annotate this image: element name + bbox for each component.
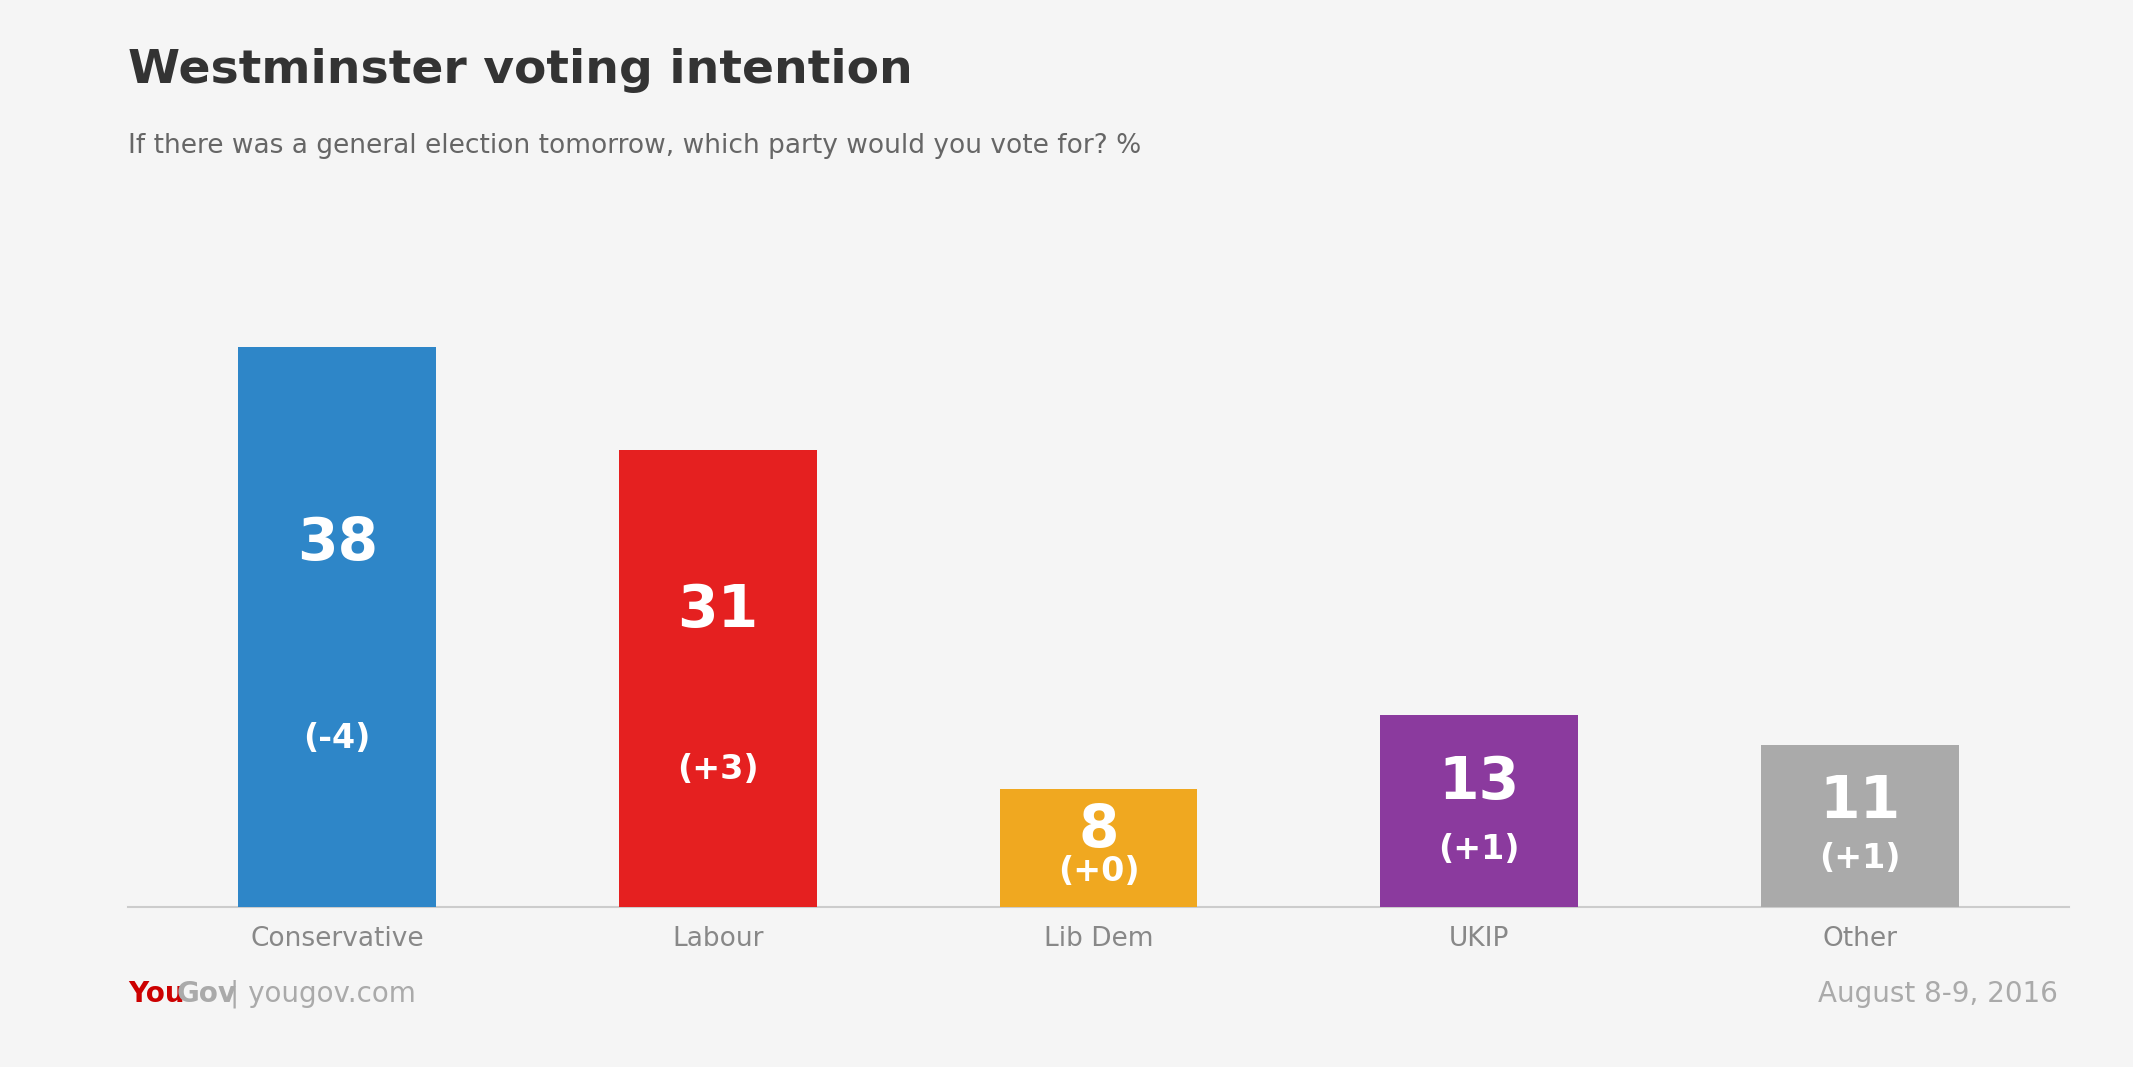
Bar <box>1760 745 1958 907</box>
Text: (+1): (+1) <box>1438 833 1521 866</box>
Text: (-4): (-4) <box>303 722 371 755</box>
Text: 38: 38 <box>296 514 378 572</box>
Text: | yougov.com: | yougov.com <box>230 980 416 1008</box>
Text: Westminster voting intention: Westminster voting intention <box>128 48 913 93</box>
Text: You: You <box>128 981 186 1008</box>
Text: 31: 31 <box>678 582 759 638</box>
Text: 13: 13 <box>1438 754 1519 811</box>
Bar <box>239 347 437 907</box>
Text: 11: 11 <box>1819 774 1901 830</box>
Text: If there was a general election tomorrow, which party would you vote for? %: If there was a general election tomorrow… <box>128 133 1141 159</box>
Text: August 8-9, 2016: August 8-9, 2016 <box>1819 981 2058 1008</box>
Bar <box>1000 790 1197 907</box>
Text: Gov: Gov <box>177 981 237 1008</box>
Bar <box>1380 715 1578 907</box>
Text: (+0): (+0) <box>1058 855 1139 888</box>
Bar <box>619 450 817 907</box>
Text: 8: 8 <box>1079 801 1118 859</box>
Text: (+3): (+3) <box>676 753 759 786</box>
Text: (+1): (+1) <box>1819 842 1901 875</box>
